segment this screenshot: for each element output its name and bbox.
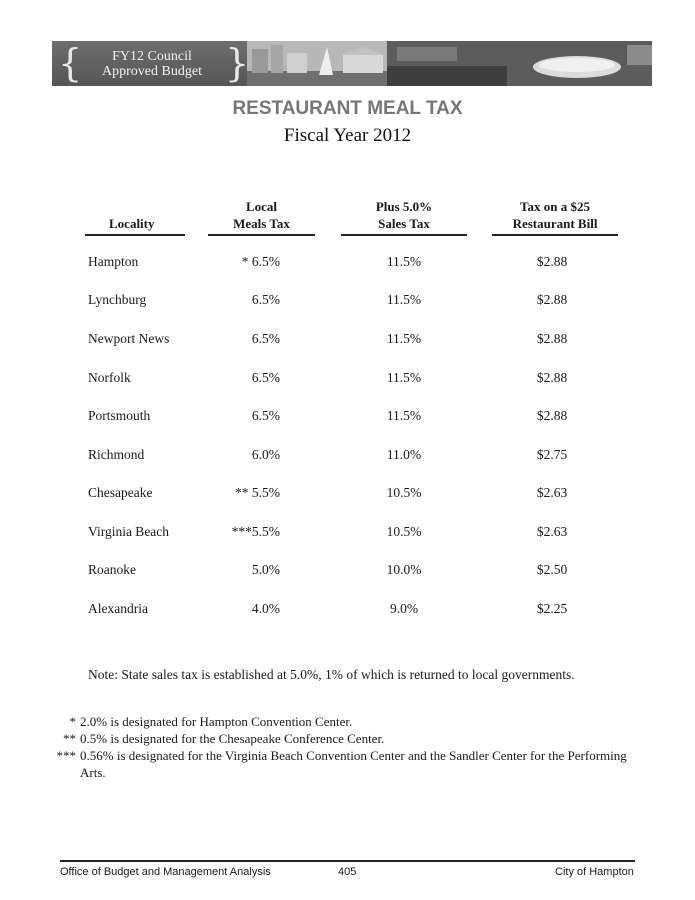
cell-locality: Virginia Beach <box>88 524 170 539</box>
cell-locality: Portsmouth <box>88 408 151 423</box>
footnote: * 2.0% is designated for Hampton Conventi… <box>40 713 660 730</box>
page-title: RESTAURANT MEAL TAX <box>232 98 463 119</box>
footnote-text: 2.0% is designated for Hampton Conventio… <box>80 714 353 729</box>
cell-sales-tax: 11.5% <box>386 331 422 346</box>
table-row: Norfolk 6.5% 11.5% $2.88 <box>0 370 695 390</box>
footer-office: Office of Budget and Management Analysis <box>60 866 271 878</box>
meals-header-line-2: Meals Tax <box>233 216 290 231</box>
cell-locality: Richmond <box>88 447 145 462</box>
column-header-meals-tax: Local Meals Tax <box>208 198 315 236</box>
column-header-bill: Tax on a $25 Restaurant Bill <box>492 198 618 236</box>
city-skyline-photo <box>247 41 652 86</box>
cell-meals-tax: 4.0% <box>251 601 280 616</box>
cell-meals-tax: ***5.5% <box>231 524 280 539</box>
cell-locality: Alexandria <box>88 601 148 616</box>
cell-sales-tax: 10.0% <box>386 562 422 577</box>
footer-page-number: 405 <box>338 866 357 878</box>
bill-header-line-2: Restaurant Bill <box>512 216 598 231</box>
right-brace-icon: } <box>225 41 250 85</box>
cell-sales-tax: 11.5% <box>386 292 422 307</box>
sales-tax-note: Note: State sales tax is established at … <box>88 667 575 682</box>
banner-line-2: Approved Budget <box>102 64 202 79</box>
footnote: ** 0.5% is designated for the Chesapeake … <box>40 730 660 747</box>
table-row: Chesapeake ** 5.5% 10.5% $2.63 <box>0 485 695 505</box>
cell-locality: Newport News <box>88 331 170 346</box>
cell-locality: Norfolk <box>88 370 131 385</box>
cell-bill: $2.88 <box>536 292 568 307</box>
cell-bill: $2.88 <box>536 370 568 385</box>
cell-locality: Lynchburg <box>88 292 147 307</box>
banner-label-panel: { FY12 Council Approved Budget } <box>52 41 250 86</box>
column-header-locality: Locality <box>85 215 185 236</box>
footer-divider <box>60 860 635 862</box>
cell-sales-tax: 9.0% <box>389 601 419 616</box>
cell-sales-tax: 11.5% <box>386 370 422 385</box>
sales-header-line-2: Sales Tax <box>378 216 430 231</box>
footnote-mark: ** <box>63 731 76 746</box>
cell-bill: $2.75 <box>536 447 568 462</box>
cell-sales-tax: 11.0% <box>386 447 422 462</box>
cell-bill: $2.88 <box>536 331 568 346</box>
cell-meals-tax: 6.0% <box>251 447 280 462</box>
cell-meals-tax: 6.5% <box>251 331 280 346</box>
page-subtitle: Fiscal Year 2012 <box>283 125 412 146</box>
cell-locality: Chesapeake <box>88 485 153 500</box>
table-row: Portsmouth 6.5% 11.5% $2.88 <box>0 408 695 428</box>
cell-sales-tax: 10.5% <box>386 485 422 500</box>
cell-bill: $2.25 <box>536 601 568 616</box>
sales-header-line-1: Plus 5.0% <box>375 199 433 214</box>
cell-sales-tax: 11.5% <box>386 254 422 269</box>
cell-locality: Roanoke <box>88 562 136 577</box>
cell-bill: $2.50 <box>536 562 568 577</box>
table-row: Hampton * 6.5% 11.5% $2.88 <box>0 254 695 274</box>
cell-meals-tax: 5.0% <box>251 562 280 577</box>
cell-sales-tax: 10.5% <box>386 524 422 539</box>
banner-label: FY12 Council Approved Budget <box>82 49 222 79</box>
footnote-mark: * <box>69 714 77 729</box>
banner-line-1: FY12 Council <box>112 49 192 64</box>
table-row: Virginia Beach ***5.5% 10.5% $2.63 <box>0 524 695 544</box>
cell-bill: $2.88 <box>536 254 568 269</box>
cell-locality: Hampton <box>88 254 139 269</box>
cell-sales-tax: 11.5% <box>386 408 422 423</box>
cell-bill: $2.63 <box>536 485 568 500</box>
table-row: Newport News 6.5% 11.5% $2.88 <box>0 331 695 351</box>
footnote: *** 0.56% is designated for the Virginia … <box>40 747 660 781</box>
table-row: Lynchburg 6.5% 11.5% $2.88 <box>0 292 695 312</box>
cell-meals-tax: 6.5% <box>251 370 280 385</box>
cell-meals-tax: 6.5% <box>251 408 280 423</box>
table-row: Alexandria 4.0% 9.0% $2.25 <box>0 601 695 621</box>
footnote-text: 0.56% is designated for the Virginia Bea… <box>80 748 627 780</box>
table-row: Roanoke 5.0% 10.0% $2.50 <box>0 562 695 582</box>
header-banner: { FY12 Council Approved Budget } <box>52 41 652 86</box>
cell-bill: $2.63 <box>536 524 568 539</box>
meals-header-line-1: Local <box>245 199 278 214</box>
cell-meals-tax: ** 5.5% <box>235 485 280 500</box>
bill-header-line-1: Tax on a $25 <box>520 199 590 214</box>
table-row: Richmond 6.0% 11.0% $2.75 <box>0 447 695 467</box>
column-header-sales-tax: Plus 5.0% Sales Tax <box>341 198 467 236</box>
cell-meals-tax: * 6.5% <box>241 254 280 269</box>
cell-meals-tax: 6.5% <box>251 292 280 307</box>
footnote-mark: *** <box>56 748 77 763</box>
left-brace-icon: { <box>58 41 83 85</box>
footnote-text: 0.5% is designated for the Chesapeake Co… <box>80 731 385 746</box>
footer-city: City of Hampton <box>555 866 634 878</box>
cell-bill: $2.88 <box>536 408 568 423</box>
